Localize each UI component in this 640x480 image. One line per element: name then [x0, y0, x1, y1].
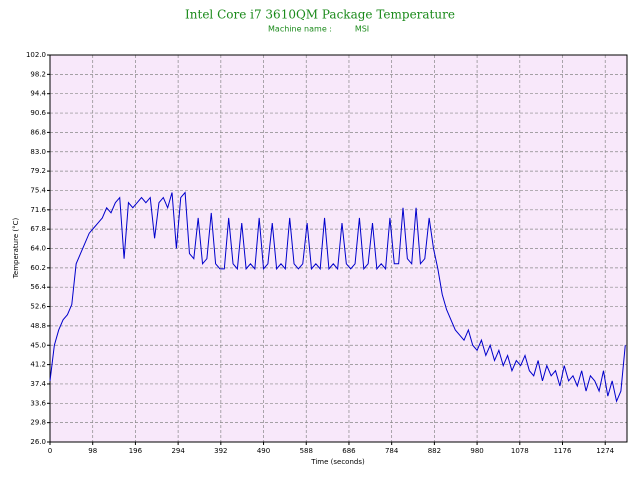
y-tick-label: 90.6	[30, 109, 46, 117]
y-tick-label: 71.6	[30, 206, 46, 214]
x-tick-label: 1274	[596, 447, 614, 455]
y-tick-label: 83.0	[30, 148, 46, 156]
y-tick-label: 56.4	[30, 283, 46, 291]
x-tick-label: 392	[214, 447, 227, 455]
x-tick-label: 294	[171, 447, 185, 455]
x-tick-label: 882	[428, 447, 441, 455]
y-tick-label: 64.0	[30, 245, 46, 253]
y-tick-label: 94.4	[30, 90, 46, 98]
y-tick-label: 37.4	[30, 380, 46, 388]
y-tick-label: 52.6	[30, 303, 46, 311]
x-axis-label: Time (seconds)	[310, 458, 365, 466]
y-tick-label: 45.0	[30, 341, 46, 349]
temperature-line	[49, 191, 626, 403]
x-tick-label: 196	[129, 447, 143, 455]
y-tick-label: 98.2	[30, 70, 46, 78]
x-tick-label: 490	[257, 447, 270, 455]
machine-name: MSI	[355, 25, 369, 34]
y-tick-label: 75.4	[30, 186, 46, 194]
y-tick-label: 41.2	[30, 361, 46, 369]
x-tick-label: 1078	[511, 447, 529, 455]
x-tick-label: 98	[88, 447, 97, 455]
y-tick-label: 29.8	[30, 419, 46, 427]
x-tick-label: 1176	[554, 447, 572, 455]
y-tick-label: 33.6	[30, 399, 46, 407]
y-tick-label: 60.2	[30, 264, 46, 272]
y-tick-label: 26.0	[30, 438, 46, 446]
x-tick-label: 588	[300, 447, 313, 455]
y-tick-label: 67.8	[30, 225, 46, 233]
y-axis-label: Temperature (°C)	[12, 218, 20, 280]
y-tick-label: 79.2	[30, 167, 46, 175]
plot-border	[49, 54, 628, 443]
y-tick-label: 86.8	[30, 128, 46, 136]
x-tick-label: 784	[385, 447, 399, 455]
x-tick-label: 0	[48, 447, 52, 455]
x-tick-label: 980	[470, 447, 483, 455]
x-tick-label: 686	[342, 447, 356, 455]
chart-title: Intel Core i7 3610QM Package Temperature	[185, 8, 455, 22]
y-tick-label: 102.0	[26, 51, 46, 59]
machine-name-label: Machine name :	[268, 25, 332, 34]
y-tick-label: 48.8	[30, 322, 46, 330]
